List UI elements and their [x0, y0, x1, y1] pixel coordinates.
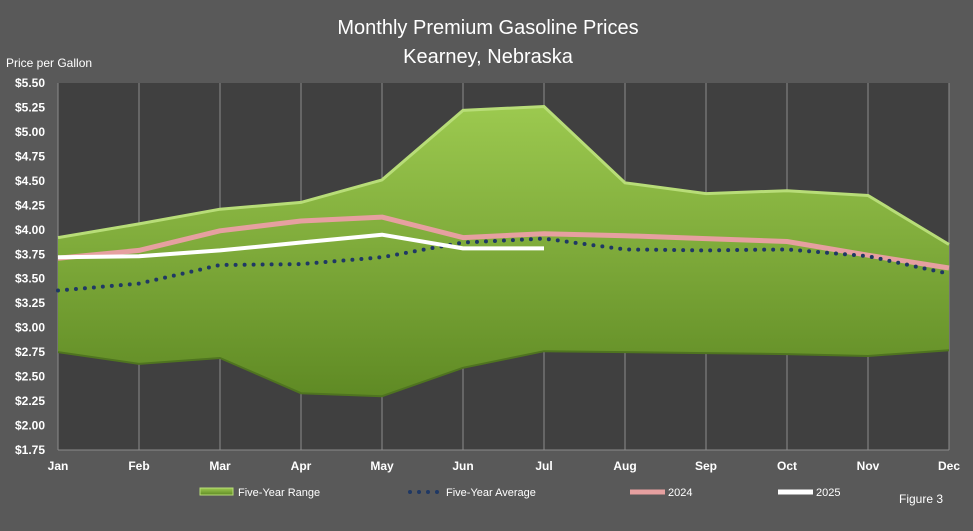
legend-label-five-year-range: Five-Year Range — [238, 487, 320, 499]
series-lines-group — [56, 214, 951, 293]
y-tick-label: $5.50 — [15, 76, 45, 90]
series-line-2025 — [57, 232, 544, 260]
y-tick-label: $3.50 — [15, 272, 45, 286]
y-tick-label: $3.00 — [15, 321, 45, 335]
legend-label-five-year-average: Five-Year Average — [446, 487, 536, 499]
legend-label-2025: 2025 — [816, 487, 840, 499]
figure-label: Figure 3 — [899, 492, 943, 506]
y-tick-label: $3.75 — [15, 247, 45, 261]
x-tick-label: Jul — [535, 459, 552, 473]
y-tick-label: $5.00 — [15, 125, 45, 139]
x-tick-label: Jun — [452, 459, 473, 473]
series-line-five-year-average — [56, 236, 951, 293]
y-tick-label: $2.25 — [15, 394, 45, 408]
legend: Five-Year Range Five-Year Average 2024 2025 — [199, 487, 840, 499]
y-tick-label: $2.00 — [15, 419, 45, 433]
x-tick-label: Feb — [128, 459, 149, 473]
y-tick-label: $4.25 — [15, 198, 45, 212]
x-tick-label: Oct — [777, 459, 797, 473]
y-tick-label: $4.00 — [15, 223, 45, 237]
y-tick-label: $4.50 — [15, 174, 45, 188]
series-line-2024 — [57, 214, 950, 271]
x-tick-label: Mar — [209, 459, 231, 473]
chart-subtitle: Kearney, Nebraska — [403, 46, 574, 68]
x-tick-label: Sep — [695, 459, 717, 473]
x-tick-label: Nov — [857, 459, 880, 473]
x-tick-label: May — [370, 459, 394, 473]
range-area — [58, 106, 949, 397]
legend-label-2024: 2024 — [668, 487, 692, 499]
x-tick-label: Apr — [291, 459, 312, 473]
y-tick-label: $5.25 — [15, 100, 45, 114]
x-tick-label: Jan — [48, 459, 69, 473]
range-lower-edge — [57, 349, 950, 398]
chart-title: Monthly Premium Gasoline Prices — [337, 17, 638, 39]
range-upper-edge — [57, 104, 950, 246]
y-tick-label: $2.50 — [15, 370, 45, 384]
y-axis-label: Price per Gallon — [6, 56, 92, 70]
y-tick-label: $2.75 — [15, 345, 45, 359]
range-area-group — [57, 104, 950, 398]
x-tick-label: Dec — [938, 459, 960, 473]
legend-swatch-five-year-range — [199, 487, 234, 496]
x-tick-label: Aug — [613, 459, 636, 473]
y-tick-label: $1.75 — [15, 443, 45, 457]
y-tick-label: $3.25 — [15, 296, 45, 310]
y-tick-label: $4.75 — [15, 149, 45, 163]
y-tick-labels: $1.75 $2.00 $2.25 $2.50 $2.75 $3.00 $3.25 $3.50… — [15, 76, 45, 457]
x-tick-labels: Jan Feb Mar Apr May Jun Jul Aug Sep Oct Nov Dec — [48, 459, 961, 473]
